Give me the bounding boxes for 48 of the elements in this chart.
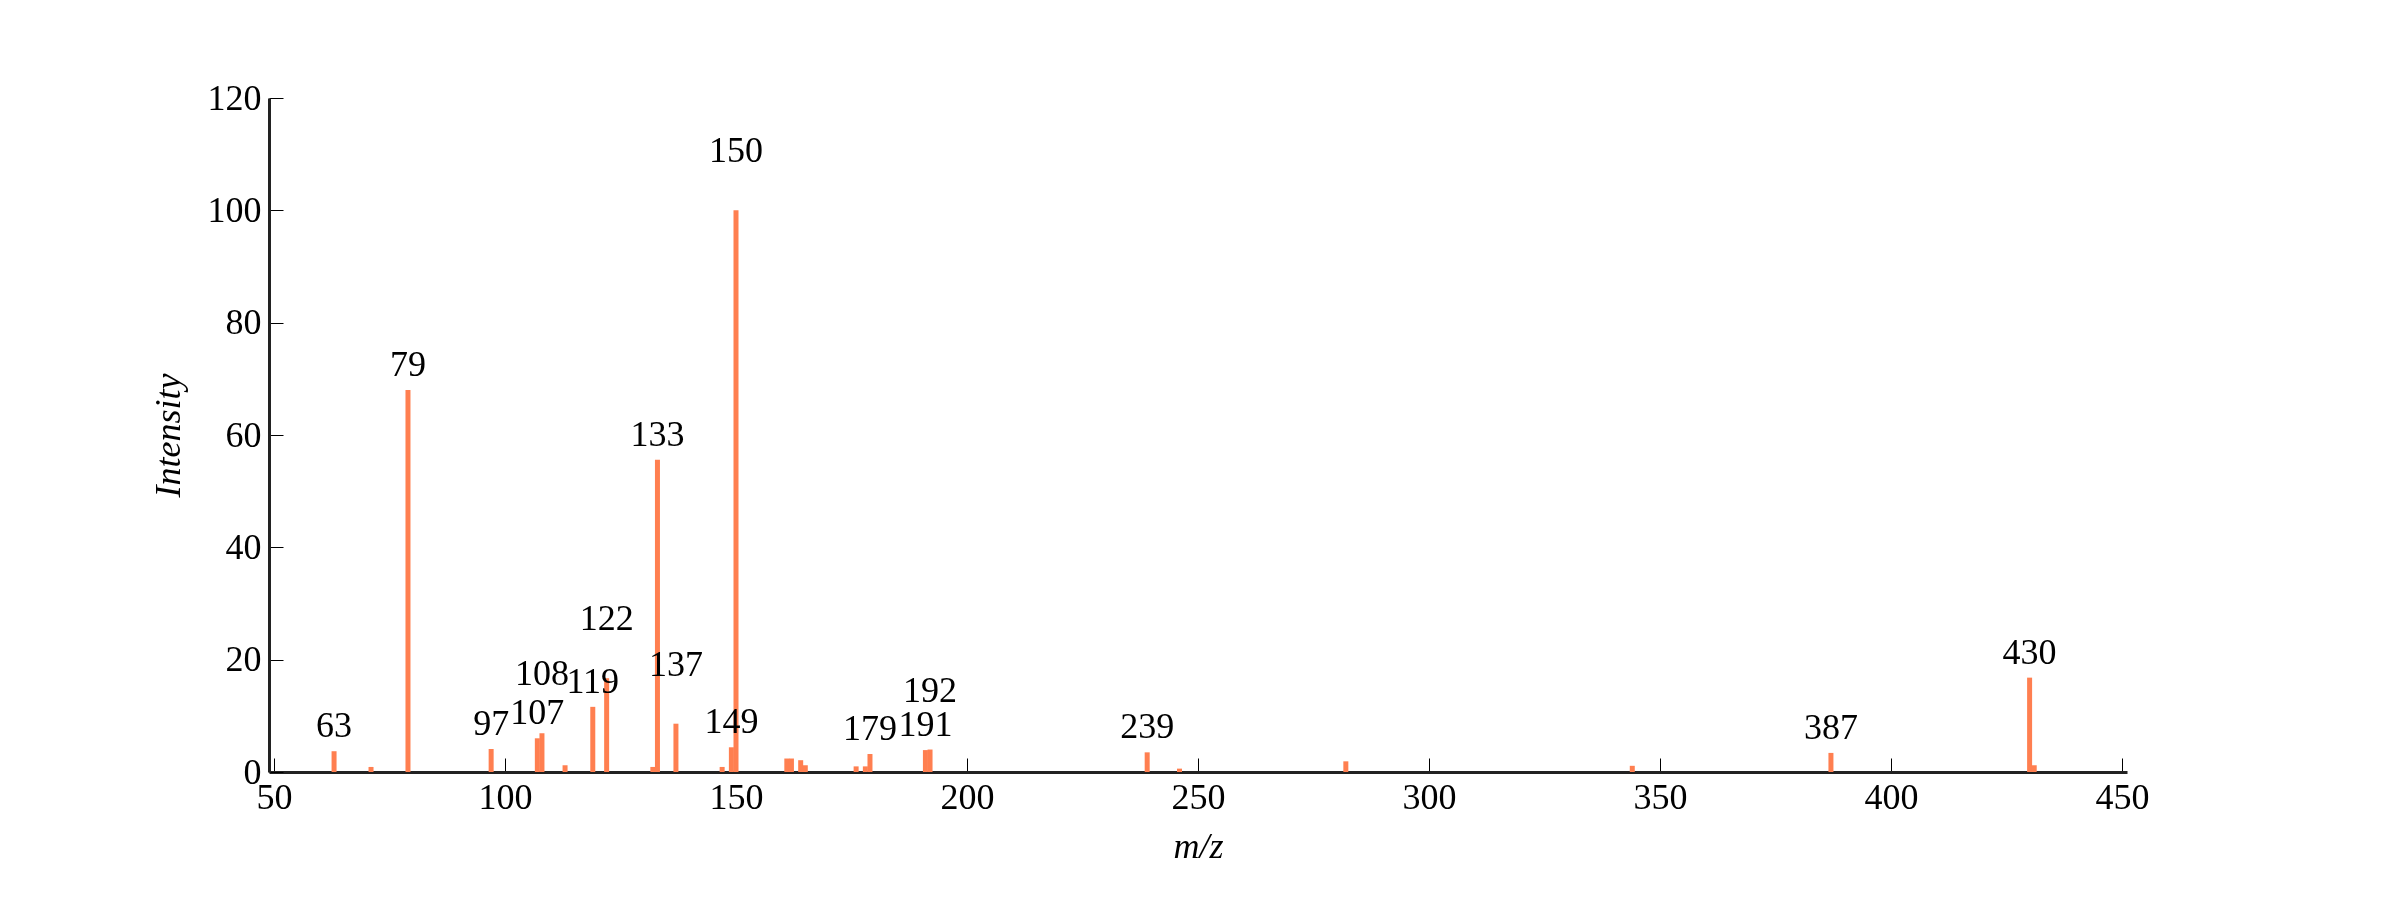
bar	[798, 760, 804, 772]
bar	[1828, 752, 1834, 772]
x-tick-label: 100	[478, 776, 533, 817]
x-tick-label: 450	[2095, 776, 2150, 817]
y-tick-label: 100	[207, 189, 262, 230]
bar	[562, 765, 568, 772]
y-tick-label: 60	[225, 414, 262, 455]
y-tick-label: 120	[207, 77, 262, 118]
bar	[784, 758, 790, 772]
annotation: 239	[1120, 706, 1175, 747]
x-tick-label: 250	[1171, 776, 1226, 817]
bar	[867, 754, 873, 772]
annotation: 108	[514, 653, 569, 694]
bar	[853, 766, 859, 772]
x-tick-label: 400	[1864, 776, 1919, 817]
bar	[1629, 765, 1635, 772]
annotation: 430	[2002, 631, 2057, 672]
y-tick-label: 40	[225, 526, 262, 567]
y-tick-label: 80	[225, 302, 262, 343]
annotation: 133	[630, 413, 685, 454]
x-axis-title: m/z	[1173, 825, 1224, 866]
bar	[368, 766, 374, 772]
bar	[1144, 752, 1150, 772]
x-tick-label: 300	[1402, 776, 1457, 817]
annotation: 387	[1803, 706, 1858, 747]
y-axis-title: Intensity	[147, 373, 188, 499]
annotation: 179	[842, 708, 897, 749]
bar	[331, 751, 337, 772]
bar	[488, 748, 494, 772]
bar	[405, 390, 411, 772]
bar	[2027, 677, 2033, 772]
bar	[590, 706, 596, 772]
bar	[788, 758, 794, 772]
annotation: 79	[389, 344, 426, 385]
bar	[927, 749, 933, 772]
x-tick-label: 200	[940, 776, 995, 817]
annotation: 122	[579, 598, 634, 639]
annotation: 63	[316, 705, 353, 746]
bar	[1343, 761, 1349, 772]
annotation: 107	[510, 692, 565, 733]
annotation: 150	[709, 130, 763, 171]
bar	[719, 766, 725, 772]
bar	[539, 733, 545, 772]
x-tick-label: 150	[709, 776, 764, 817]
x-tick-label: 350	[1633, 776, 1688, 817]
y-tick-label: 20	[225, 639, 262, 680]
bar	[673, 723, 679, 772]
annotation: 97	[473, 702, 510, 743]
